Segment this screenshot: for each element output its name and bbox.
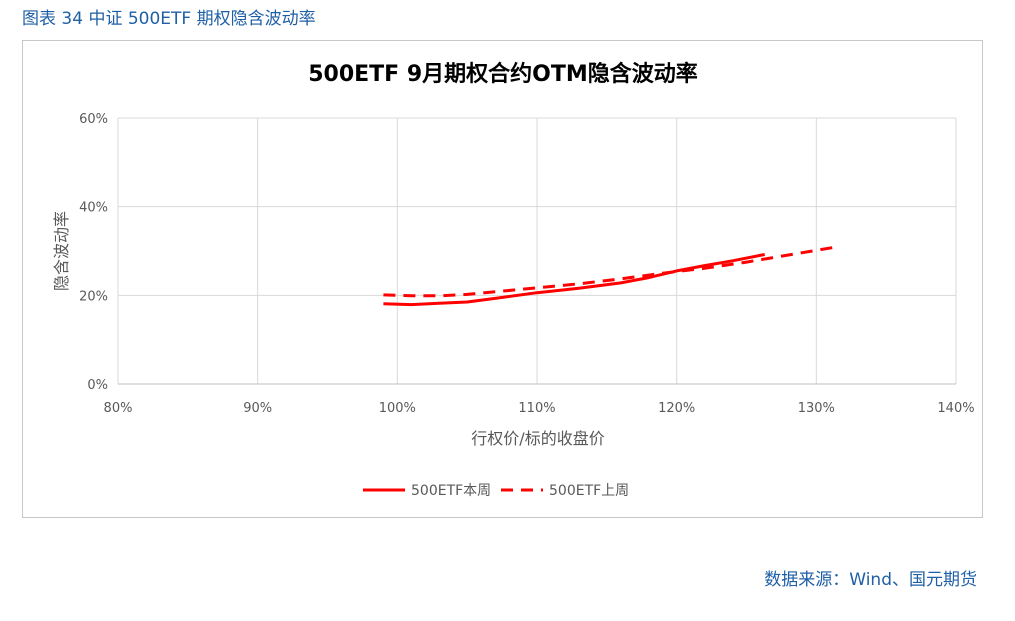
x-tick-label: 110% xyxy=(518,401,555,416)
chart-title: 500ETF 9月期权合约OTM隐含波动率 xyxy=(308,61,698,87)
y-tick-label: 40% xyxy=(79,201,108,216)
axes: 80% 90% 100% 110% 120% 130% 140% 0% 20% 40% 60% xyxy=(79,112,974,416)
series-lines xyxy=(383,245,839,307)
y-tick-label: 0% xyxy=(87,378,108,393)
x-tick-label: 90% xyxy=(243,401,272,416)
legend: 500ETF本周 500ETF上周 xyxy=(363,483,629,499)
chart-frame: 500ETF 9月期权合约OTM隐含波动率 80% 90% 100% 110% 120%… xyxy=(22,40,983,518)
grid-lines xyxy=(117,117,957,385)
y-tick-label: 20% xyxy=(79,289,108,304)
figure-title: 图表 34 中证 500ETF 期权隐含波动率 xyxy=(22,9,316,29)
y-tick-label: 60% xyxy=(79,112,108,127)
y-axis-label: 隐含波动率 xyxy=(52,211,71,291)
legend-label-1: 500ETF本周 xyxy=(411,483,491,499)
legend-label-2: 500ETF上周 xyxy=(549,483,629,499)
series-line-2 xyxy=(383,245,839,298)
x-tick-label: 80% xyxy=(104,401,133,416)
series-line-1 xyxy=(383,253,765,307)
x-tick-label: 140% xyxy=(937,401,974,416)
x-tick-label: 130% xyxy=(798,401,835,416)
line-chart: 500ETF 9月期权合约OTM隐含波动率 80% 90% 100% 110% 120%… xyxy=(52,61,975,499)
x-tick-label: 100% xyxy=(379,401,416,416)
source-note: 数据来源：Wind、国元期货 xyxy=(764,570,977,590)
x-tick-label: 120% xyxy=(658,401,695,416)
x-axis-label: 行权价/标的收盘价 xyxy=(471,429,604,448)
